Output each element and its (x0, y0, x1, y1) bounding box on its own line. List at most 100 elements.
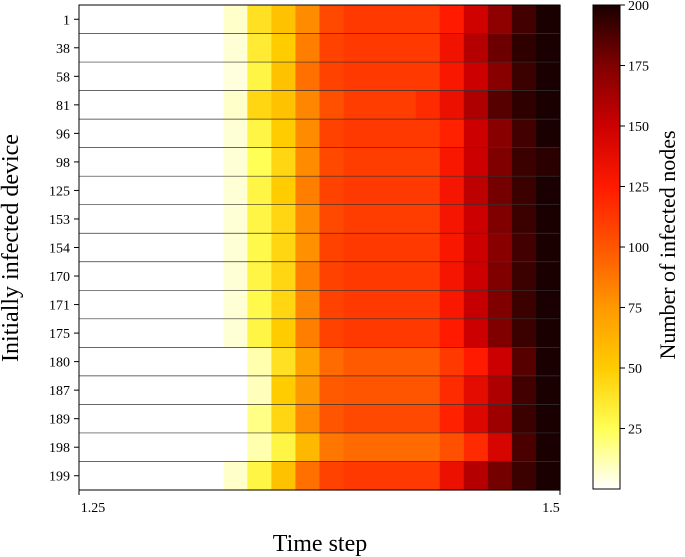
heatmap-cell (175, 318, 200, 348)
heatmap-cell (535, 119, 561, 149)
heatmap-cell (415, 347, 441, 377)
heatmap-cell (199, 5, 224, 35)
heatmap-cell (247, 147, 272, 177)
heatmap-cell (223, 375, 248, 406)
heatmap-cell (151, 90, 176, 120)
heatmap-cell (271, 375, 297, 406)
heatmap-cell (103, 404, 128, 434)
heatmap-cell (319, 90, 345, 120)
heatmap-cell (247, 176, 272, 206)
heatmap-cell (127, 204, 152, 234)
heatmap-cell (223, 318, 248, 348)
heatmap-cell (175, 404, 200, 434)
heatmap-cell (415, 90, 441, 120)
heatmap-cell (151, 5, 176, 35)
heatmap-cell (103, 347, 128, 377)
heatmap-cell (415, 461, 441, 491)
heatmap-cell (487, 261, 513, 291)
heatmap-cell (367, 461, 393, 491)
heatmap-cell (175, 233, 200, 263)
heatmap-cell (439, 261, 465, 291)
heatmap-cell (511, 176, 537, 206)
heatmap-cell (127, 347, 152, 377)
heatmap-cell (295, 261, 321, 291)
heatmap-cell (127, 90, 152, 120)
heatmap-cell (103, 461, 128, 491)
heatmap-cell (415, 233, 441, 263)
heatmap-cell (247, 432, 272, 463)
heatmap-cell (247, 33, 272, 63)
heatmap-cell (415, 375, 441, 406)
heatmap-cell (151, 176, 176, 206)
heatmap-cell (487, 461, 513, 491)
heatmap-cell (199, 290, 224, 320)
heatmap-cell (151, 147, 176, 177)
heatmap-cell (295, 461, 321, 491)
heatmap-cell (79, 318, 104, 348)
heatmap-cell (391, 404, 417, 434)
heatmap-cell (199, 176, 224, 206)
heatmap-cell (415, 432, 441, 463)
heatmap-cell (535, 90, 561, 120)
heatmap-cell (199, 432, 224, 463)
heatmap-cell (223, 347, 248, 377)
heatmap-cell (223, 5, 248, 35)
heatmap-cell (391, 290, 417, 320)
heatmap-cell (391, 318, 417, 348)
colorbar-tick-label: 200 (628, 0, 649, 14)
heatmap-cell (439, 290, 465, 320)
heatmap-cell (511, 62, 537, 92)
heatmap-cell (391, 62, 417, 92)
heatmap-cell (367, 404, 393, 434)
heatmap-cell (127, 318, 152, 348)
heatmap-cell (343, 233, 369, 263)
heatmap-cell (343, 347, 369, 377)
heatmap-cell (343, 33, 369, 63)
heatmap-cell (367, 204, 393, 234)
heatmap-cell (319, 432, 345, 463)
heatmap-cell (487, 318, 513, 348)
heatmap-cell (511, 318, 537, 348)
heatmap-cell (79, 347, 104, 377)
y-tick-label: 199 (49, 470, 70, 485)
heatmap-cell (271, 290, 297, 320)
heatmap-cell (175, 5, 200, 35)
heatmap-cell (223, 404, 248, 434)
heatmap-cell (439, 461, 465, 491)
heatmap-cell (535, 176, 561, 206)
heatmap-cell (535, 233, 561, 263)
heatmap-cell (535, 261, 561, 291)
heatmap-cell (343, 318, 369, 348)
heatmap-cell (319, 176, 345, 206)
heatmap-cell (199, 62, 224, 92)
heatmap-cell (151, 404, 176, 434)
heatmap-cell (367, 119, 393, 149)
heatmap-cell (367, 176, 393, 206)
heatmap-cell (199, 347, 224, 377)
y-tick-label: 96 (56, 127, 70, 142)
heatmap-cell (391, 375, 417, 406)
heatmap-cell (415, 147, 441, 177)
heatmap-cell (511, 119, 537, 149)
heatmap-cell (199, 404, 224, 434)
heatmap-cell (247, 290, 272, 320)
heatmap-cell (295, 233, 321, 263)
heatmap-cell (223, 204, 248, 234)
heatmap-cell (535, 404, 561, 434)
heatmap-cell (391, 176, 417, 206)
heatmap-cell (79, 261, 104, 291)
heatmap-cell (175, 90, 200, 120)
colorbar-tick-label: 150 (628, 120, 649, 135)
colorbar (592, 4, 621, 490)
heatmap-cell (487, 90, 513, 120)
heatmap-cell (175, 33, 200, 63)
heatmap-cell (199, 318, 224, 348)
heatmap-cell (271, 62, 297, 92)
heatmap-cell (463, 90, 489, 120)
heatmap-cell (127, 233, 152, 263)
colorbar-tick-label: 25 (628, 423, 642, 438)
heatmap-cell (247, 347, 272, 377)
heatmap-cell (535, 33, 561, 63)
heatmap-cell (295, 318, 321, 348)
heatmap-cell (103, 204, 128, 234)
